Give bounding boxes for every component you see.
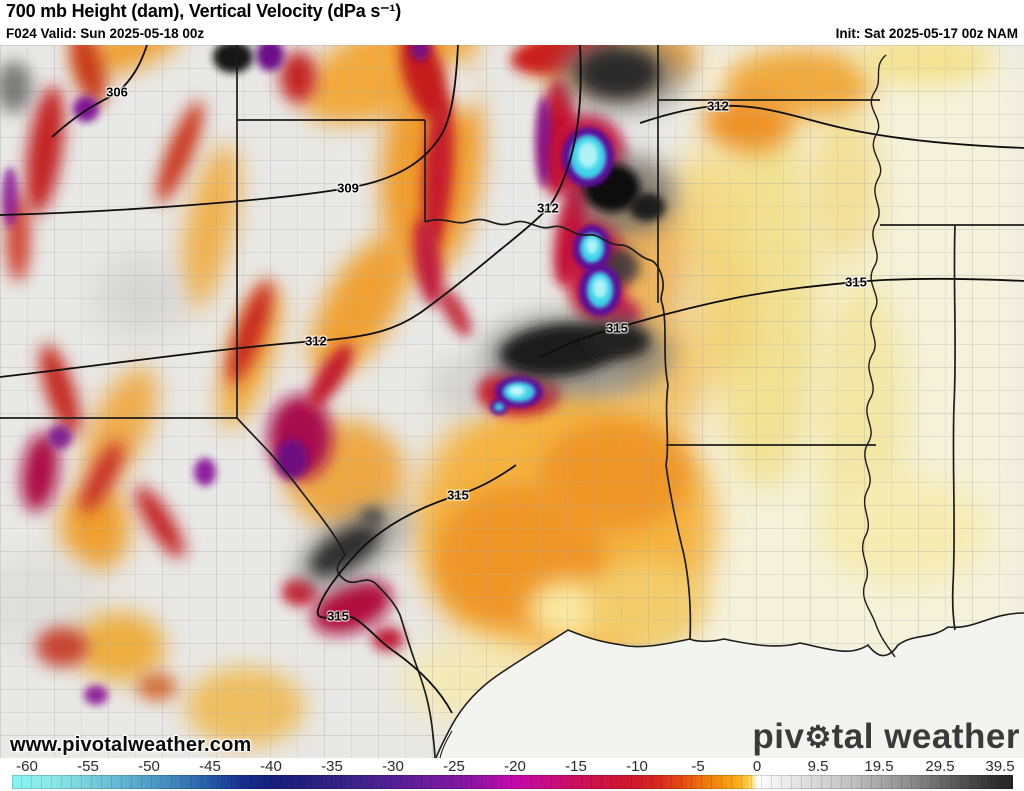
map-title: 700 mb Height (dam), Vertical Velocity (…: [6, 1, 402, 21]
logo-text-post: tal weather: [831, 717, 1020, 756]
colorbar-tick: -55: [77, 758, 99, 775]
header: 700 mb Height (dam), Vertical Velocity (…: [0, 0, 1024, 45]
coastline: [435, 612, 1024, 758]
valid-time: F024 Valid: Sun 2025-05-18 00z: [6, 26, 205, 41]
colorbar-tick: 39.5: [985, 758, 1015, 775]
mississippi-river: [861, 54, 896, 658]
colorbar-tick: -20: [504, 758, 526, 775]
colorbar-tick: -30: [382, 758, 404, 775]
colorbar-tick: 9.5: [807, 758, 829, 775]
colorbar-tick: -45: [199, 758, 221, 775]
state-borders: [0, 45, 1024, 758]
colorbar-footer: -60 -55 -50 -45 -40 -35 -30 -25 -20 -15 -10 -5 0 9.5 1…: [0, 758, 1024, 791]
weather-map: 306 309 312 312 312 315 315 315 315 www.pivotalw…: [0, 45, 1024, 758]
red-river: [424, 218, 664, 304]
colorbar-tick: -50: [138, 758, 160, 775]
pivotal-weather-logo: piv⚙tal weather: [752, 719, 1020, 754]
logo-text-pre: piv: [752, 717, 805, 756]
watermark: www.pivotalweather.com: [10, 734, 252, 756]
colorbar-tick: -10: [626, 758, 648, 775]
colorbar-tick: 0: [752, 758, 762, 775]
rio-grande: [236, 417, 436, 758]
gulf-of-mexico: [435, 612, 1024, 758]
colorbar-gradient: [12, 775, 1013, 789]
colorbar-ticks: -60 -55 -50 -45 -40 -35 -30 -25 -20 -15 -10 -5 0 9.5 1…: [0, 758, 1024, 775]
colorbar-tick: -60: [16, 758, 38, 775]
colorbar-tick: -25: [443, 758, 465, 775]
colorbar-cell-separators: [12, 775, 1013, 789]
colorbar-tick: 19.5: [864, 758, 894, 775]
colorbar-tick: -35: [321, 758, 343, 775]
height-contours: [0, 45, 1024, 714]
gear-icon: ⚙: [804, 721, 832, 754]
colorbar-tick: -15: [565, 758, 587, 775]
colorbar-tick: -40: [260, 758, 282, 775]
vertical-velocity-field-strong: [0, 45, 687, 705]
weather-map-canvas: [0, 45, 1024, 758]
colorbar-tick: 29.5: [925, 758, 955, 775]
init-time: Init: Sat 2025-05-17 00z NAM: [835, 26, 1018, 41]
colorbar-tick: -5: [691, 758, 705, 775]
barrier-island: [439, 730, 453, 758]
